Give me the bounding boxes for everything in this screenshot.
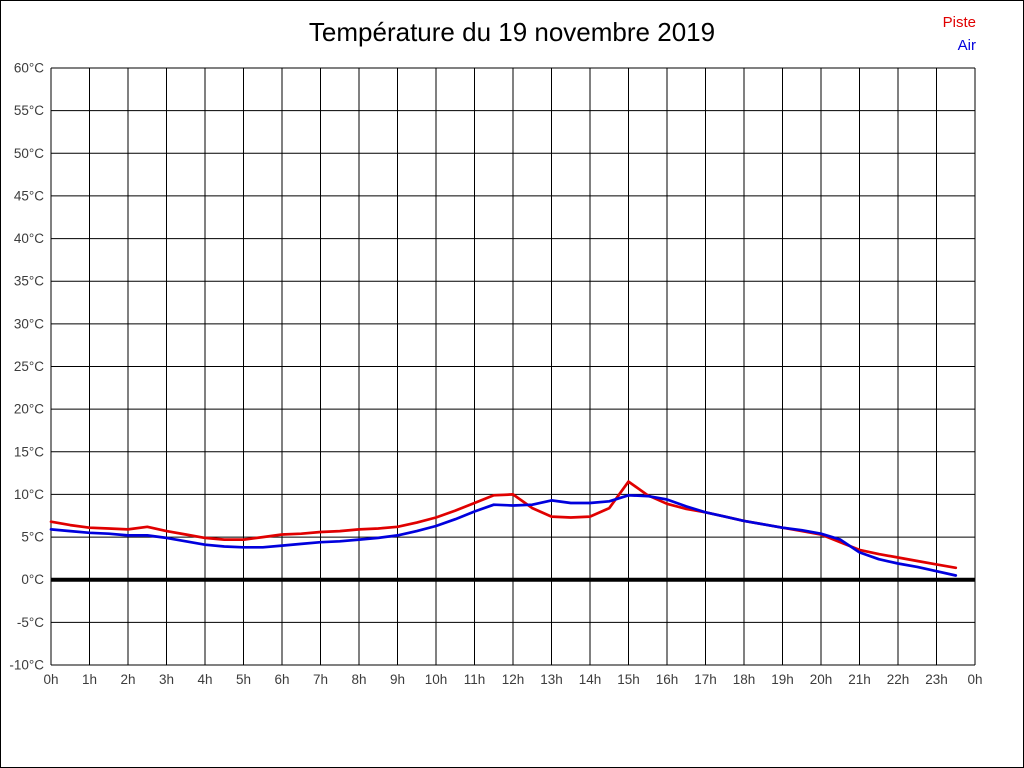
svg-text:9h: 9h bbox=[390, 672, 405, 687]
svg-text:50°C: 50°C bbox=[14, 146, 44, 161]
legend-item-air: Air bbox=[957, 37, 976, 54]
svg-text:10h: 10h bbox=[425, 672, 448, 687]
svg-text:12h: 12h bbox=[502, 672, 525, 687]
svg-text:7h: 7h bbox=[313, 672, 328, 687]
svg-text:4h: 4h bbox=[197, 672, 212, 687]
svg-text:-5°C: -5°C bbox=[17, 615, 44, 630]
svg-text:-10°C: -10°C bbox=[9, 658, 44, 673]
svg-text:1h: 1h bbox=[82, 672, 97, 687]
chart-title: Température du 19 novembre 2019 bbox=[308, 17, 716, 47]
svg-text:5h: 5h bbox=[236, 672, 251, 687]
legend-item-piste: Piste bbox=[942, 14, 976, 31]
svg-text:30°C: 30°C bbox=[14, 316, 44, 331]
svg-text:0h: 0h bbox=[967, 672, 982, 687]
x-axis-labels: 0h 1h 2h 3h 4h 5h 6h 7h 8h 9h 10h 11h 12h 13h 14h 15h 16… bbox=[43, 672, 982, 687]
svg-text:16h: 16h bbox=[656, 672, 679, 687]
svg-text:25°C: 25°C bbox=[14, 359, 44, 374]
series-air-line bbox=[49, 493, 958, 577]
svg-text:17h: 17h bbox=[694, 672, 717, 687]
svg-text:8h: 8h bbox=[351, 672, 366, 687]
svg-text:21h: 21h bbox=[848, 672, 871, 687]
svg-text:6h: 6h bbox=[274, 672, 289, 687]
svg-text:22h: 22h bbox=[887, 672, 910, 687]
legend: Piste Air bbox=[943, 11, 976, 57]
svg-text:60°C: 60°C bbox=[14, 61, 44, 76]
svg-text:11h: 11h bbox=[464, 672, 486, 687]
svg-text:45°C: 45°C bbox=[14, 188, 44, 203]
svg-text:15°C: 15°C bbox=[14, 444, 44, 459]
svg-text:13h: 13h bbox=[540, 672, 563, 687]
svg-text:5°C: 5°C bbox=[21, 530, 44, 545]
svg-text:2h: 2h bbox=[120, 672, 135, 687]
svg-text:0h: 0h bbox=[43, 672, 58, 687]
y-axis-labels: 60°C 55°C 50°C 45°C 40°C 35°C 30°C 25°C 20°C 15°C… bbox=[9, 61, 44, 673]
svg-text:20h: 20h bbox=[810, 672, 833, 687]
svg-text:20°C: 20°C bbox=[14, 402, 44, 417]
svg-text:23h: 23h bbox=[925, 672, 948, 687]
svg-text:19h: 19h bbox=[771, 672, 794, 687]
svg-text:35°C: 35°C bbox=[14, 274, 44, 289]
svg-text:18h: 18h bbox=[733, 672, 756, 687]
svg-text:40°C: 40°C bbox=[14, 231, 44, 246]
svg-text:55°C: 55°C bbox=[14, 103, 44, 118]
svg-text:10°C: 10°C bbox=[14, 487, 44, 502]
svg-text:14h: 14h bbox=[579, 672, 602, 687]
svg-text:3h: 3h bbox=[159, 672, 174, 687]
svg-text:15h: 15h bbox=[617, 672, 640, 687]
svg-text:0°C: 0°C bbox=[21, 572, 44, 587]
